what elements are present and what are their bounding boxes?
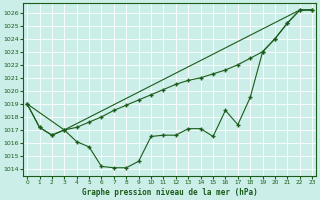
X-axis label: Graphe pression niveau de la mer (hPa): Graphe pression niveau de la mer (hPa) bbox=[82, 188, 258, 197]
